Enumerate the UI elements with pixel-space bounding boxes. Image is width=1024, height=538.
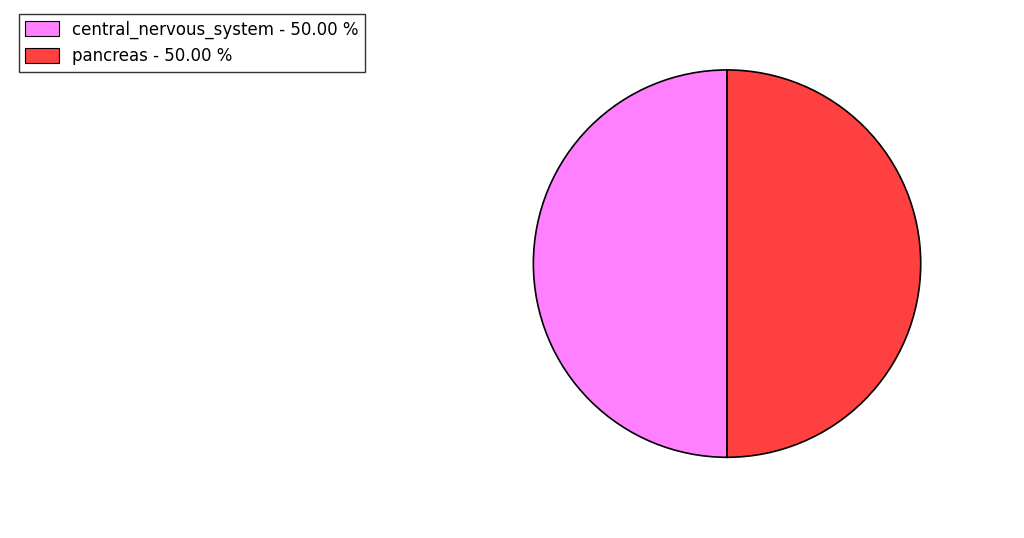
Wedge shape bbox=[534, 70, 727, 457]
Wedge shape bbox=[727, 70, 921, 457]
Legend: central_nervous_system - 50.00 %, pancreas - 50.00 %: central_nervous_system - 50.00 %, pancre… bbox=[18, 13, 366, 72]
